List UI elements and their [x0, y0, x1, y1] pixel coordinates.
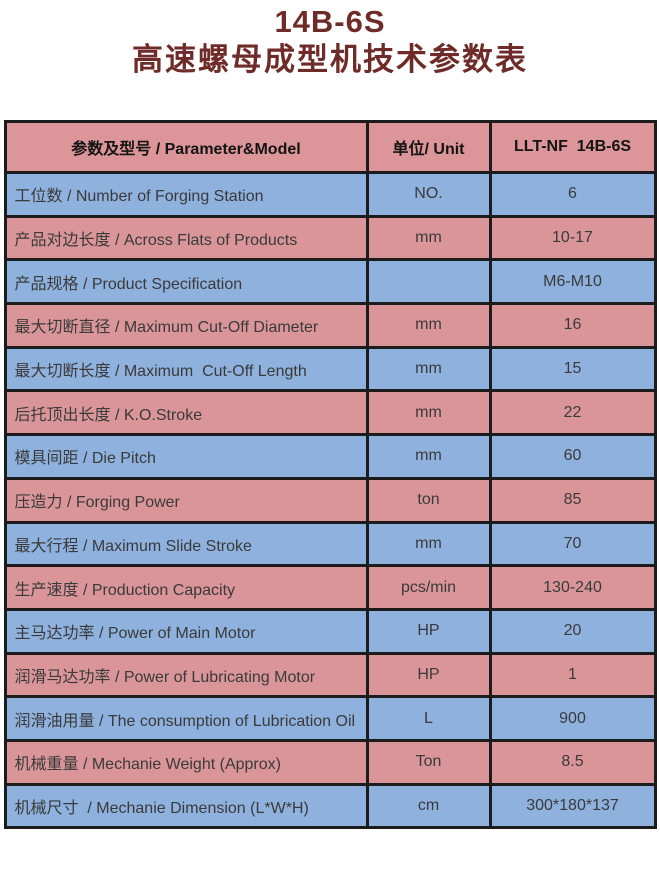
- value-cell: 70: [488, 520, 657, 568]
- table-row: 后托顶出长度 / K.O.Stroke mm 22: [3, 389, 657, 437]
- parameter-cell: 产品对边长度 / Across Flats of Products: [3, 214, 369, 262]
- value-cell: 1: [488, 651, 657, 699]
- header-parameter-model: 参数及型号 / Parameter&Model: [3, 120, 369, 174]
- value-cell: 16: [488, 302, 657, 349]
- unit-cell: [365, 258, 492, 306]
- spec-table-body: 工位数 / Number of Forging Station NO. 6 产品…: [3, 171, 657, 830]
- table-row: 最大切断直径 / Maximum Cut-Off Diameter mm 16: [3, 302, 657, 349]
- parameter-cell: 生产速度 / Production Capacity: [3, 564, 369, 611]
- parameter-cell: 工位数 / Number of Forging Station: [3, 171, 369, 218]
- value-cell: 60: [488, 433, 657, 480]
- table-row: 模具间距 / Die Pitch mm 60: [3, 433, 657, 480]
- unit-cell: ton: [365, 476, 492, 524]
- unit-cell: Ton: [365, 738, 492, 786]
- table-row: 最大切断长度 / Maximum Cut-Off Length mm 15: [3, 345, 657, 393]
- parameter-cell: 最大切断直径 / Maximum Cut-Off Diameter: [3, 302, 369, 349]
- table-row: 产品规格 / Product Specification M6-M10: [3, 258, 657, 306]
- unit-cell: mm: [365, 302, 492, 349]
- parameter-cell: 模具间距 / Die Pitch: [3, 433, 369, 480]
- value-cell: 900: [488, 695, 657, 742]
- unit-cell: pcs/min: [365, 564, 492, 611]
- unit-cell: mm: [365, 433, 492, 480]
- unit-cell: HP: [365, 651, 492, 699]
- header-unit: 单位/ Unit: [365, 120, 492, 174]
- parameter-cell: 润滑马达功率 / Power of Lubricating Motor: [3, 651, 369, 699]
- value-cell: 85: [488, 476, 657, 524]
- parameter-cell: 产品规格 / Product Specification: [3, 258, 369, 306]
- value-cell: 22: [488, 389, 657, 437]
- value-cell: 8.5: [488, 738, 657, 786]
- value-cell: 6: [488, 171, 657, 218]
- table-row: 润滑油用量 / The consumption of Lubrication O…: [3, 695, 657, 742]
- parameter-cell: 主马达功率 / Power of Main Motor: [3, 607, 369, 655]
- table-header-row: 参数及型号 / Parameter&Model 单位/ Unit LLT-NF …: [3, 120, 657, 174]
- parameter-cell: 压造力 / Forging Power: [3, 476, 369, 524]
- parameter-cell: 后托顶出长度 / K.O.Stroke: [3, 389, 369, 437]
- header-machine-model: LLT-NF 14B-6S: [488, 120, 657, 174]
- unit-cell: cm: [365, 782, 492, 830]
- value-cell: 300*180*137: [488, 782, 657, 830]
- table-row: 生产速度 / Production Capacity pcs/min 130-2…: [3, 564, 657, 611]
- parameter-cell: 最大行程 / Maximum Slide Stroke: [3, 520, 369, 568]
- table-row: 压造力 / Forging Power ton 85: [3, 476, 657, 524]
- title-block: 14B-6S 高速螺母成型机技术参数表: [0, 4, 660, 80]
- parameter-cell: 机械重量 / Mechanie Weight (Approx): [3, 738, 369, 786]
- table-row: 主马达功率 / Power of Main Motor HP 20: [3, 607, 657, 655]
- value-cell: M6-M10: [488, 258, 657, 306]
- unit-cell: mm: [365, 520, 492, 568]
- table-row: 产品对边长度 / Across Flats of Products mm 10-…: [3, 214, 657, 262]
- unit-cell: mm: [365, 345, 492, 393]
- page-title-subtitle: 高速螺母成型机技术参数表: [132, 42, 528, 77]
- value-cell: 20: [488, 607, 657, 655]
- table-row: 润滑马达功率 / Power of Lubricating Motor HP 1: [3, 651, 657, 699]
- parameter-cell: 机械尺寸 / Mechanie Dimension (L*W*H): [3, 782, 369, 830]
- unit-cell: NO.: [365, 171, 492, 218]
- table-row: 机械尺寸 / Mechanie Dimension (L*W*H) cm 300…: [3, 782, 657, 830]
- page-title-model: 14B-6S: [274, 4, 386, 39]
- parameter-cell: 润滑油用量 / The consumption of Lubrication O…: [3, 695, 369, 742]
- table-row: 最大行程 / Maximum Slide Stroke mm 70: [3, 520, 657, 568]
- value-cell: 15: [488, 345, 657, 393]
- table-row: 机械重量 / Mechanie Weight (Approx) Ton 8.5: [3, 738, 657, 786]
- unit-cell: mm: [365, 389, 492, 437]
- unit-cell: mm: [365, 214, 492, 262]
- unit-cell: HP: [365, 607, 492, 655]
- spec-table: 参数及型号 / Parameter&Model 单位/ Unit LLT-NF …: [3, 120, 657, 830]
- value-cell: 10-17: [488, 214, 657, 262]
- parameter-cell: 最大切断长度 / Maximum Cut-Off Length: [3, 345, 369, 393]
- table-row: 工位数 / Number of Forging Station NO. 6: [3, 171, 657, 218]
- unit-cell: L: [365, 695, 492, 742]
- value-cell: 130-240: [488, 564, 657, 611]
